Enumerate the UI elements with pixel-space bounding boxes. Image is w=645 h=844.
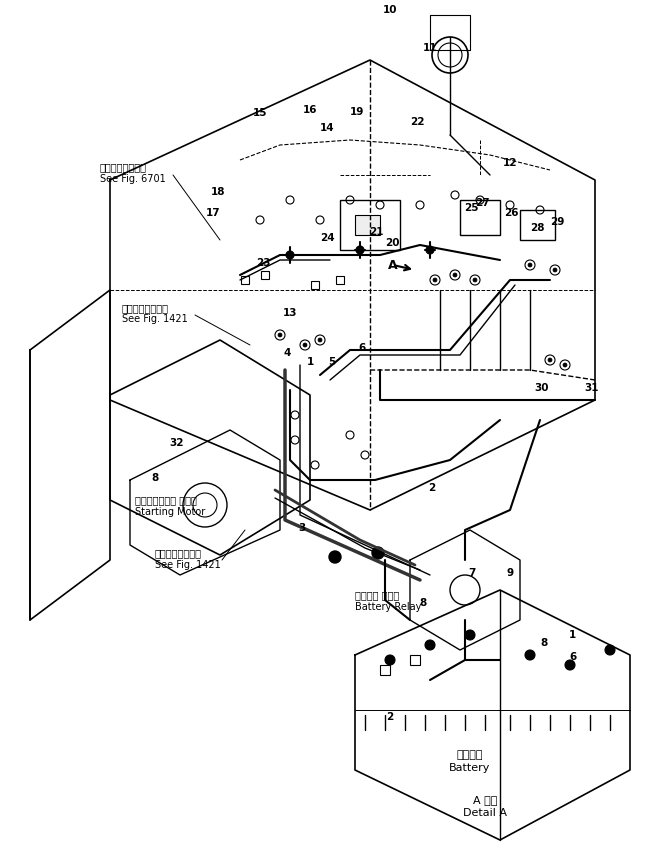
Text: 18: 18 <box>211 187 225 197</box>
Text: 24: 24 <box>320 233 334 243</box>
Text: Battery: Battery <box>450 763 491 773</box>
Text: 27: 27 <box>475 198 490 208</box>
Text: 2: 2 <box>428 483 435 493</box>
Text: Detail A: Detail A <box>463 808 507 818</box>
Circle shape <box>525 650 535 660</box>
Text: バッテリ: バッテリ <box>457 750 483 760</box>
Circle shape <box>278 333 282 337</box>
Text: 9: 9 <box>506 568 513 578</box>
Text: 1: 1 <box>568 630 575 640</box>
Text: See Fig. 6701: See Fig. 6701 <box>100 174 166 184</box>
Text: 第６７０１図参照: 第６７０１図参照 <box>100 162 147 172</box>
Bar <box>340 200 400 250</box>
Text: 11: 11 <box>422 43 437 53</box>
Circle shape <box>318 338 322 342</box>
Text: 31: 31 <box>585 383 599 393</box>
Text: 25: 25 <box>464 203 478 213</box>
Text: 第１４２１図参照: 第１４２１図参照 <box>155 548 202 558</box>
Text: 30: 30 <box>535 383 550 393</box>
Circle shape <box>548 358 552 362</box>
Bar <box>355 215 380 235</box>
Bar <box>261 271 269 279</box>
Text: 13: 13 <box>283 308 297 318</box>
Text: 8: 8 <box>419 598 426 608</box>
Text: 6: 6 <box>570 652 577 662</box>
Bar <box>311 281 319 289</box>
Text: 20: 20 <box>385 238 399 248</box>
Bar <box>336 276 344 284</box>
Circle shape <box>303 343 307 347</box>
Text: スターティング モータ: スターティング モータ <box>135 495 197 505</box>
Bar <box>460 200 500 235</box>
Text: 8: 8 <box>152 473 159 483</box>
Text: 1: 1 <box>306 357 313 367</box>
Circle shape <box>605 645 615 655</box>
Text: 22: 22 <box>410 117 424 127</box>
Circle shape <box>329 551 341 563</box>
Bar <box>241 276 249 284</box>
Text: A: A <box>388 258 398 272</box>
Circle shape <box>528 263 532 267</box>
Text: 6: 6 <box>359 343 366 353</box>
Text: 5: 5 <box>328 357 335 367</box>
Text: 3: 3 <box>299 523 306 533</box>
Circle shape <box>385 655 395 665</box>
Circle shape <box>372 547 384 559</box>
Circle shape <box>553 268 557 272</box>
Circle shape <box>473 278 477 282</box>
Text: 2: 2 <box>386 712 393 722</box>
Text: A 詳細: A 詳細 <box>473 795 497 805</box>
Text: 32: 32 <box>170 438 184 448</box>
Text: 7: 7 <box>468 568 475 578</box>
Text: 12: 12 <box>502 158 517 168</box>
Text: Starting Motor: Starting Motor <box>135 507 205 517</box>
Circle shape <box>565 660 575 670</box>
Circle shape <box>563 363 567 367</box>
Circle shape <box>433 278 437 282</box>
Circle shape <box>286 251 294 259</box>
Bar <box>520 210 555 240</box>
Text: See Fig. 1421: See Fig. 1421 <box>155 560 221 570</box>
Text: 4: 4 <box>283 348 291 358</box>
Circle shape <box>425 640 435 650</box>
Text: 第１４２１図参照: 第１４２１図参照 <box>122 303 169 313</box>
Text: 23: 23 <box>256 258 270 268</box>
Circle shape <box>426 246 434 254</box>
Bar <box>410 655 420 665</box>
Circle shape <box>453 273 457 277</box>
Text: 28: 28 <box>530 223 544 233</box>
Text: 21: 21 <box>369 227 383 237</box>
Text: 14: 14 <box>320 123 334 133</box>
Text: 8: 8 <box>541 638 548 648</box>
Text: 29: 29 <box>550 217 564 227</box>
Text: 19: 19 <box>350 107 364 117</box>
Text: Battery Relay: Battery Relay <box>355 602 421 612</box>
Text: See Fig. 1421: See Fig. 1421 <box>122 314 188 324</box>
Text: 17: 17 <box>206 208 221 218</box>
Circle shape <box>356 246 364 254</box>
Text: 16: 16 <box>303 105 317 115</box>
Bar <box>380 665 390 675</box>
Text: 10: 10 <box>382 5 397 15</box>
Text: 15: 15 <box>253 108 267 118</box>
Text: バッテリ リレー: バッテリ リレー <box>355 590 399 600</box>
Text: 26: 26 <box>504 208 518 218</box>
Circle shape <box>465 630 475 640</box>
